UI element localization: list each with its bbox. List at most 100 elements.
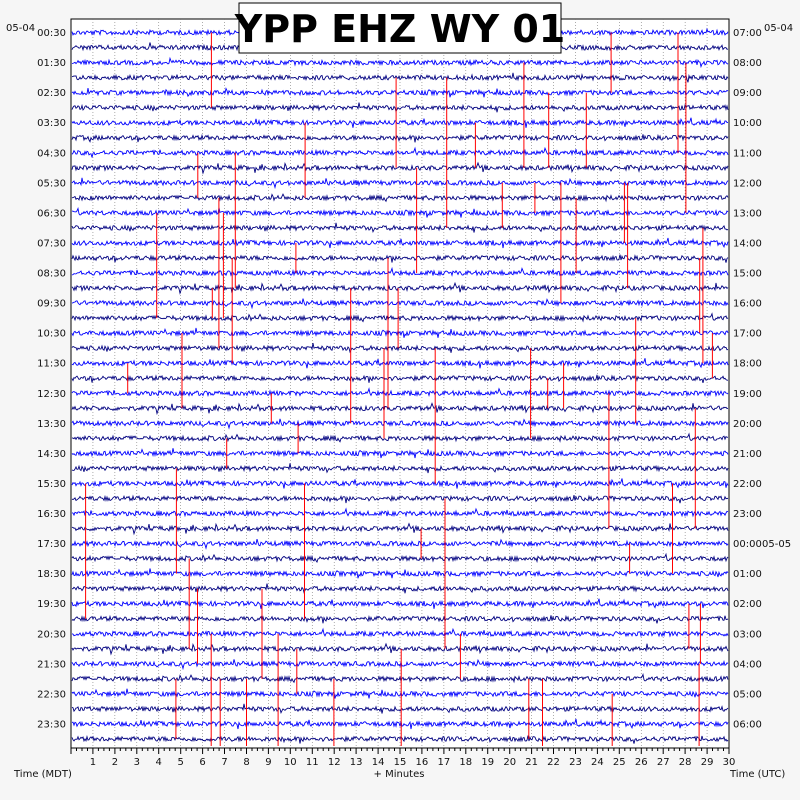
- seismic-trace: [71, 146, 729, 158]
- right-time-label: 06:00: [733, 720, 762, 731]
- seismic-trace: [71, 478, 729, 489]
- left-time-label: 01:30: [37, 58, 66, 69]
- right-time-label: 17:00: [733, 329, 762, 340]
- seismic-trace: [71, 56, 729, 69]
- x-tick-label: 1: [90, 757, 96, 768]
- x-tick-label: 19: [481, 757, 494, 768]
- right-time-label: 09:00: [733, 88, 762, 99]
- left-time-label: 04:30: [37, 148, 66, 159]
- x-tick-label: 27: [657, 757, 670, 768]
- right-time-label: 14:00: [733, 239, 762, 250]
- title-box: [238, 2, 562, 54]
- left-time-label: 17:30: [37, 539, 66, 550]
- seismic-trace: [71, 614, 729, 624]
- right-time-label: 21:00: [733, 449, 762, 460]
- seismic-trace: [71, 266, 729, 277]
- left-time-label: 00:30: [37, 28, 66, 39]
- seismic-trace: [71, 568, 729, 579]
- x-tick-label: 10: [284, 757, 297, 768]
- seismic-trace: [71, 207, 729, 218]
- seismic-trace: [71, 402, 729, 416]
- x-tick-label: 9: [265, 757, 271, 768]
- seismic-trace: [71, 583, 729, 594]
- left-time-label: 05:30: [37, 178, 66, 189]
- x-tick-label: 26: [635, 757, 648, 768]
- x-tick-label: 28: [679, 757, 692, 768]
- left-time-label: 21:30: [37, 659, 66, 670]
- x-tick-label: 18: [459, 757, 472, 768]
- left-time-label: 03:30: [37, 118, 66, 129]
- x-tick-label: 22: [547, 757, 560, 768]
- right-time-label: 07:00: [733, 28, 762, 39]
- seismic-trace: [71, 281, 729, 295]
- x-tick-label: 2: [112, 757, 118, 768]
- right-time-label: 10:00: [733, 118, 762, 129]
- left-axis-label: Time (MDT): [13, 769, 72, 780]
- right-time-label: 03:00: [733, 629, 762, 640]
- x-tick-label: 5: [178, 757, 184, 768]
- seismic-trace: [71, 237, 729, 249]
- left-time-label: 19:30: [37, 599, 66, 610]
- x-tick-label: 14: [372, 757, 385, 768]
- left-time-label: 18:30: [37, 569, 66, 580]
- x-tick-label: 3: [134, 757, 140, 768]
- seismic-trace: [71, 342, 729, 354]
- seismic-trace: [71, 463, 729, 474]
- x-tick-label: 30: [723, 757, 736, 768]
- event-markers: [85, 32, 713, 746]
- seismic-trace: [71, 598, 729, 609]
- left-time-labels: 00:30 01:30 02:30 03:30 04:30 05:30 06:30 07:30…: [37, 28, 66, 731]
- seismic-trace: [71, 357, 729, 369]
- right-time-label: 19:00: [733, 389, 762, 400]
- right-time-label: 01:00: [733, 569, 762, 580]
- right-time-label: 04:00: [733, 659, 762, 670]
- seismic-trace: [71, 718, 729, 730]
- left-time-label: 13:30: [37, 419, 66, 430]
- left-time-label: 22:30: [37, 689, 66, 700]
- x-tick-label: 23: [569, 757, 582, 768]
- seismic-trace: [71, 133, 729, 143]
- left-time-label: 15:30: [37, 479, 66, 490]
- seismic-trace: [71, 161, 729, 175]
- x-tick-label: 24: [591, 757, 604, 768]
- left-time-label: 10:30: [37, 329, 66, 340]
- right-time-label: 12:00: [733, 178, 762, 189]
- seismic-trace: [71, 658, 729, 671]
- right-time-label: 15:00: [733, 269, 762, 280]
- x-tick-label: 7: [221, 757, 227, 768]
- chart-title: YPP EHZ WY 01: [234, 7, 566, 51]
- seismic-trace: [71, 72, 729, 83]
- left-time-label: 16:30: [37, 509, 66, 520]
- x-tick-label: 29: [701, 757, 714, 768]
- seismic-trace: [71, 735, 729, 744]
- seismic-trace: [71, 494, 729, 504]
- x-tick-label: 20: [503, 757, 516, 768]
- seismic-trace: [71, 87, 729, 98]
- seismic-trace: [71, 312, 729, 323]
- right-time-label: 22:00: [733, 479, 762, 490]
- right-time-label: 20:00: [733, 419, 762, 430]
- x-tick-label: 13: [350, 757, 363, 768]
- x-tick-label: 6: [199, 757, 205, 768]
- x-tick-label: 8: [243, 757, 249, 768]
- seismic-trace: [71, 538, 729, 550]
- seismic-traces: [71, 26, 729, 744]
- right-time-label: 00:00: [733, 539, 762, 550]
- seismic-trace: [71, 627, 729, 638]
- right-time-labels: 07:00 08:00 09:00 10:00 11:00 12:00 13:00 14:00…: [733, 28, 791, 731]
- seismic-trace: [71, 387, 729, 398]
- right-date-label: 05-04: [764, 23, 793, 34]
- seismic-trace: [71, 448, 729, 459]
- x-axis-label: + Minutes: [374, 769, 425, 780]
- seismic-trace: [71, 374, 729, 383]
- left-time-label: 09:30: [37, 299, 66, 310]
- right-time-label: 05:00: [733, 689, 762, 700]
- x-tick-label: 4: [156, 757, 162, 768]
- seismic-trace: [71, 254, 729, 263]
- left-time-label: 20:30: [37, 629, 66, 640]
- right-time-label: 02:00: [733, 599, 762, 610]
- left-time-label: 14:30: [37, 449, 66, 460]
- seismic-trace: [71, 507, 729, 518]
- x-tick-label: 21: [525, 757, 538, 768]
